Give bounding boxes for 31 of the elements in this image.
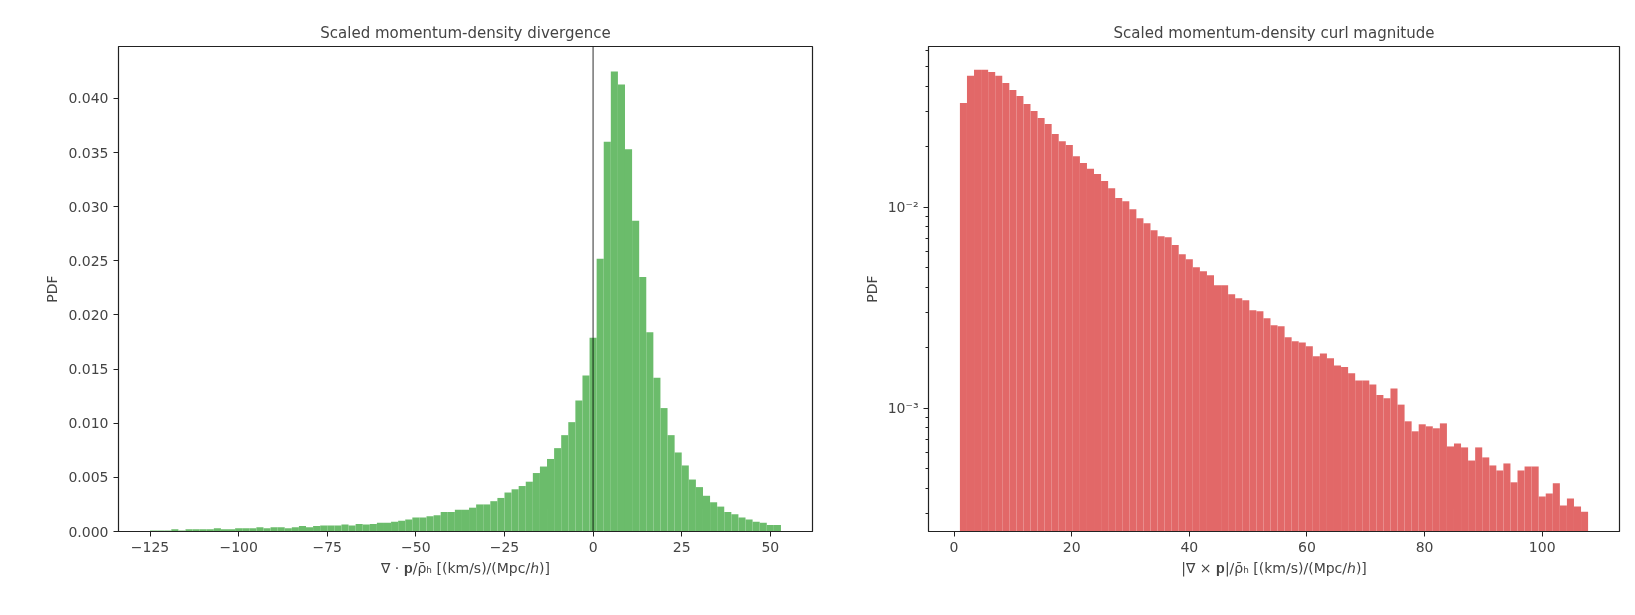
y-tick-label: 0.030 [68, 198, 109, 215]
x-tick-label: 0 [588, 538, 598, 555]
x-tick-label: −50 [401, 538, 431, 555]
y-axis-title: PDF [863, 275, 880, 303]
y-axis-title: PDF [44, 275, 61, 303]
x-axis-title: |∇ × 𝐩|/ρ̄ₕ [(km/s)/(Mpc/ℎ)] [1181, 559, 1367, 577]
x-tick-label: −100 [219, 538, 258, 555]
chart-title: Scaled momentum-density divergence [320, 23, 611, 42]
y-tick-label: 0.025 [68, 252, 109, 269]
x-tick-label: 0 [949, 538, 959, 555]
y-tick-label: 0.015 [68, 361, 109, 378]
x-axis-title: ∇ · 𝐩/ρ̄ₕ [(km/s)/(Mpc/ℎ)] [380, 559, 550, 576]
x-tick-label: 100 [1528, 538, 1556, 555]
x-tick-label: −25 [489, 538, 520, 555]
y-tick-label: 0.005 [68, 469, 109, 486]
chart-title: Scaled momentum-density curl magnitude [1113, 23, 1435, 42]
x-tick-label: −125 [130, 538, 170, 555]
x-tick-label: −75 [312, 538, 343, 555]
y-tick-label: 0.020 [68, 306, 109, 323]
x-tick-label: 60 [1298, 538, 1316, 555]
x-tick-label: 20 [1062, 538, 1081, 555]
y-tick-label: 0.000 [68, 523, 109, 540]
y-tick-label: 0.010 [68, 415, 109, 432]
x-tick-label: 40 [1180, 538, 1199, 555]
x-tick-label: 25 [672, 538, 691, 555]
y-tick-label: 0.040 [68, 90, 109, 107]
y-tick-label: 0.035 [68, 144, 109, 161]
y-tick-label: 10⁻³ [887, 400, 919, 417]
y-tick-label: 10⁻² [887, 199, 919, 216]
x-tick-label: 80 [1415, 538, 1434, 555]
x-tick-label: 50 [761, 538, 780, 555]
